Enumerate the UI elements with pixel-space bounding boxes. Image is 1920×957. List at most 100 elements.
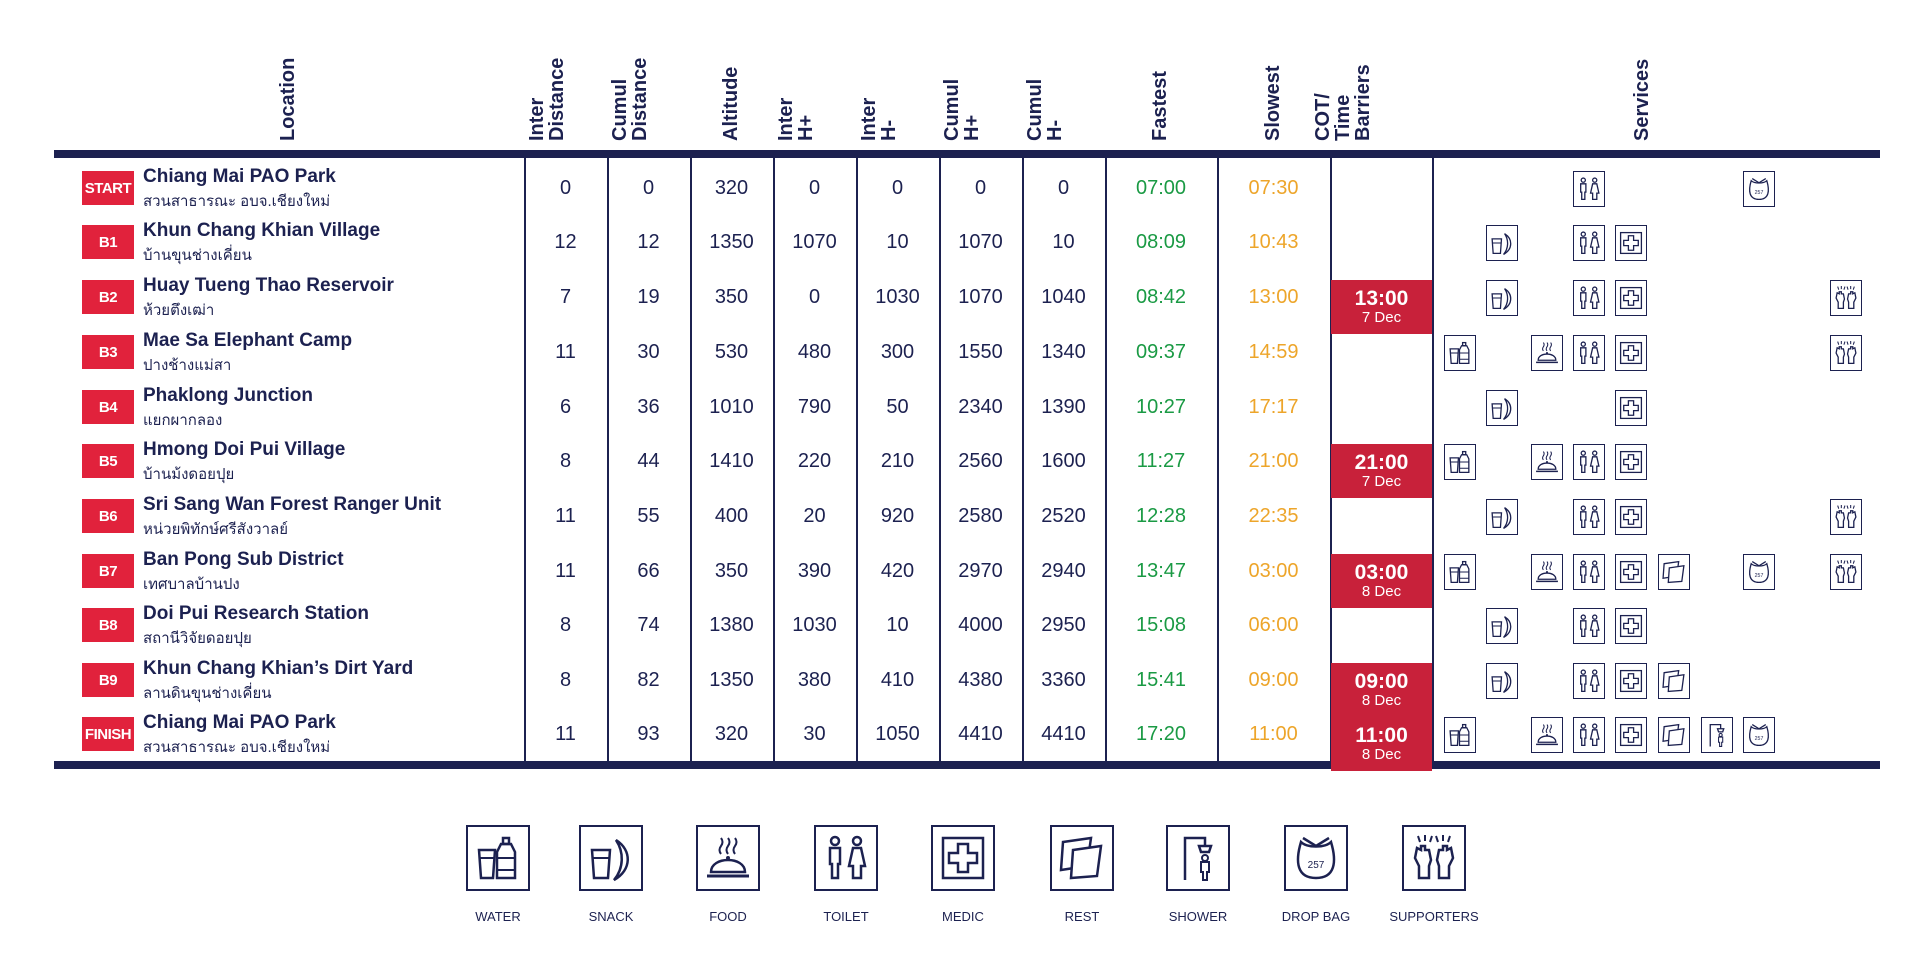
cell-inter-hplus: 220	[797, 450, 832, 472]
legend-item-dropbag: DROP BAG	[1256, 825, 1376, 924]
cell-fastest: 17:20	[1135, 723, 1187, 745]
cell-altitude: 1410	[709, 450, 754, 472]
cell-inter-distance: 8	[559, 450, 572, 472]
medic-icon	[1615, 554, 1647, 590]
table-row: B2 Huay Tueng Thao Reservoir ห้วยตึงเฒ่า 7 1…	[0, 271, 1920, 334]
cell-cumul-hminus: 2520	[1041, 505, 1086, 527]
cell-slowest: 10:43	[1248, 231, 1299, 253]
snack-icon	[579, 825, 643, 891]
cell-inter-hplus: 0	[808, 286, 821, 308]
location-name: Chiang Mai PAO Park	[143, 712, 336, 733]
cell-slowest: 21:00	[1248, 450, 1299, 472]
water-icon	[466, 825, 530, 891]
cell-inter-hminus: 420	[880, 560, 915, 582]
cell-cumul-hplus: 2970	[958, 560, 1003, 582]
cell-cumul-hminus: 0	[1057, 177, 1070, 199]
medic-icon	[1615, 390, 1647, 426]
toilet-icon	[1573, 499, 1605, 535]
checkpoint-badge: B5	[82, 444, 134, 478]
cell-cumul-hminus: 2950	[1041, 614, 1086, 636]
toilet-icon	[1573, 171, 1605, 207]
header-inter-hminus: Inter H-	[857, 10, 940, 145]
snack-icon	[1486, 280, 1518, 316]
table-header: Location Inter Distance Cumul Distance A…	[0, 0, 1920, 150]
rest-icon	[1050, 825, 1114, 891]
cell-slowest: 17:17	[1248, 396, 1299, 418]
legend-label: SNACK	[588, 909, 634, 924]
cell-cumul-distance: 0	[642, 177, 655, 199]
column-divider	[1432, 158, 1434, 761]
cell-cumul-hplus: 1550	[958, 341, 1003, 363]
legend-label: WATER	[475, 909, 521, 924]
cell-fastest: 07:00	[1135, 177, 1187, 199]
table-row: B9 Khun Chang Khian’s Dirt Yard ลานดินขุนช…	[0, 654, 1920, 717]
header-location: Location	[180, 10, 400, 145]
table-row: B8 Doi Pui Research Station สถานีวิจัยดอยป…	[0, 599, 1920, 653]
toilet-icon	[1573, 554, 1605, 590]
rest-icon	[1658, 663, 1690, 699]
cell-slowest: 13:00	[1248, 286, 1299, 308]
header-inter-hminus-label: Inter H-	[857, 97, 900, 141]
supporters-icon	[1830, 554, 1862, 590]
cell-cumul-distance: 36	[637, 396, 660, 418]
cell-cumul-distance: 30	[637, 341, 660, 363]
header-altitude-label: Altitude	[719, 66, 742, 141]
column-divider	[939, 158, 941, 761]
cell-slowest: 22:35	[1248, 505, 1299, 527]
column-divider	[856, 158, 858, 761]
cell-cumul-hplus: 2340	[958, 396, 1003, 418]
header-altitude: Altitude	[691, 10, 774, 145]
location-name: Chiang Mai PAO Park	[143, 166, 336, 187]
cell-inter-distance: 11	[555, 505, 576, 527]
cell-inter-hminus: 1030	[875, 286, 920, 308]
legend-label: SHOWER	[1168, 909, 1228, 924]
checkpoint-badge: B4	[82, 390, 134, 424]
cell-inter-hminus: 50	[886, 396, 909, 418]
cutoff-time: 03:00	[1354, 561, 1409, 584]
water-icon	[1444, 554, 1476, 590]
legend-label: MEDIC	[942, 909, 984, 924]
cell-inter-hminus: 920	[880, 505, 915, 527]
cell-altitude: 400	[714, 505, 749, 527]
header-inter-hplus: Inter H+	[774, 10, 857, 145]
medic-icon	[1615, 444, 1647, 480]
cell-cumul-distance: 55	[637, 505, 660, 527]
cell-fastest: 08:42	[1135, 286, 1187, 308]
cell-inter-distance: 11	[555, 560, 576, 582]
cell-fastest: 09:37	[1135, 341, 1187, 363]
cell-cumul-hplus: 1070	[958, 286, 1003, 308]
column-divider	[607, 158, 609, 761]
food-icon	[1531, 444, 1563, 480]
legend-item-supporters: SUPPORTERS	[1374, 825, 1494, 924]
water-icon	[1444, 717, 1476, 753]
cell-slowest: 11:00	[1249, 723, 1298, 745]
location-name: Ban Pong Sub District	[143, 549, 344, 570]
header-inter-distance: Inter Distance	[525, 10, 608, 145]
snack-icon	[1486, 225, 1518, 261]
table-row: FINISH Chiang Mai PAO Park สวนสาธารณะ อบจ.…	[0, 708, 1920, 771]
legend-label: FOOD	[709, 909, 747, 924]
cell-cumul-hminus: 1600	[1041, 450, 1086, 472]
cell-cumul-hminus: 1390	[1041, 396, 1086, 418]
cell-cumul-distance: 82	[637, 669, 660, 691]
toilet-icon	[1573, 717, 1605, 753]
checkpoint-badge: B2	[82, 280, 134, 314]
medic-icon	[1615, 225, 1647, 261]
cell-inter-distance: 11	[555, 723, 576, 745]
location-name-thai: ลานดินขุนช่างเคี่ยน	[143, 685, 272, 702]
cell-slowest: 09:00	[1248, 669, 1299, 691]
checkpoint-badge: B7	[82, 554, 134, 588]
toilet-icon	[1573, 280, 1605, 316]
cell-altitude: 1350	[709, 669, 754, 691]
legend-label: TOILET	[823, 909, 869, 924]
column-divider	[690, 158, 692, 761]
cell-fastest: 13:47	[1135, 560, 1187, 582]
location-name-thai: หน่วยพิทักษ์ศรีสังวาลย์	[143, 521, 288, 538]
cell-cumul-hminus: 1040	[1041, 286, 1086, 308]
location-name-thai: บ้านขุนช่างเคี่ยน	[143, 247, 252, 264]
cutoff-date: 7 Dec	[1361, 473, 1402, 490]
cell-inter-hplus: 380	[797, 669, 832, 691]
rest-icon	[1658, 717, 1690, 753]
legend-item-shower: SHOWER	[1138, 825, 1258, 924]
medic-icon	[1615, 663, 1647, 699]
